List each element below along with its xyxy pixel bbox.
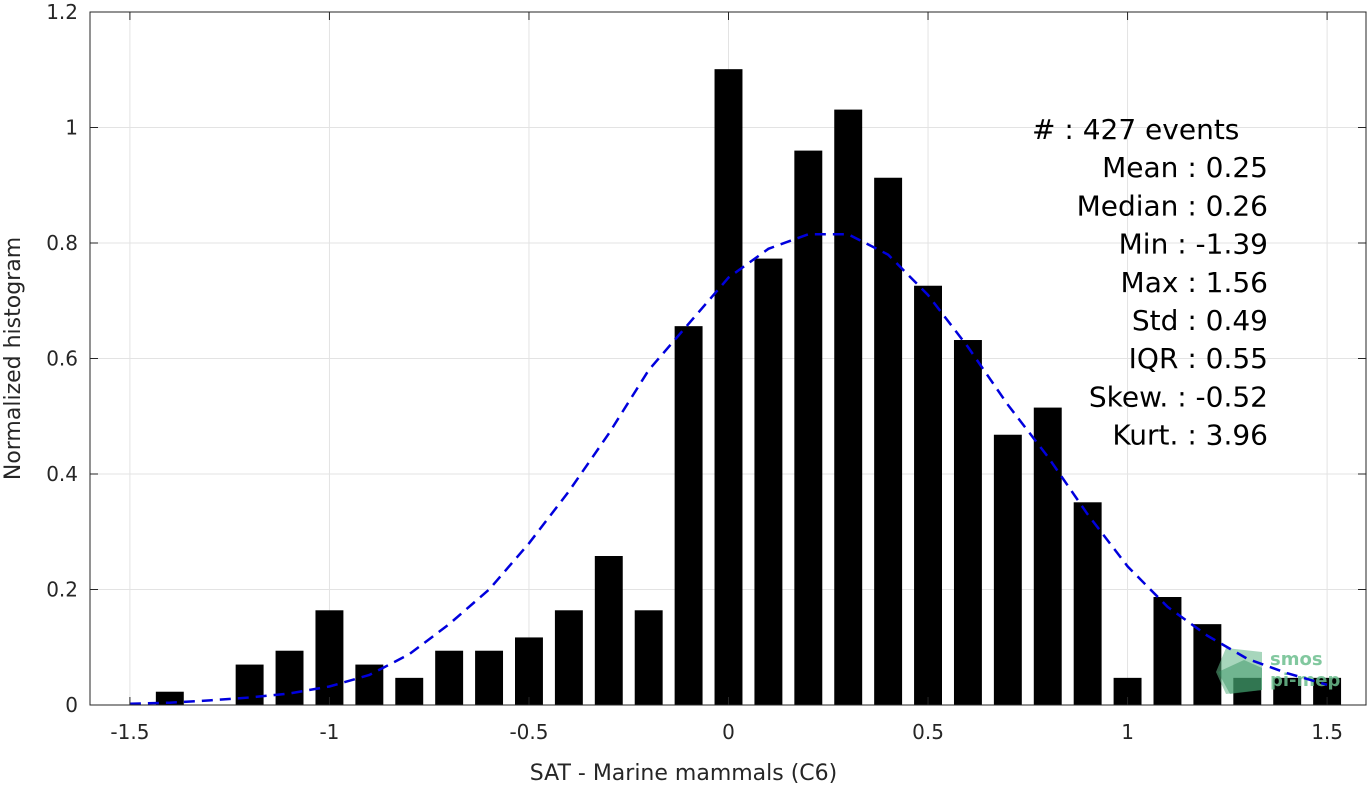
x-tick-label: 0	[722, 720, 735, 744]
smos-pimep-logo: smos pi-mep	[1216, 648, 1340, 694]
x-tick-label: -1	[319, 720, 339, 744]
histogram-bar	[834, 109, 863, 705]
stat-row: Skew. : -0.52	[1089, 380, 1268, 413]
x-tick-label: 0.5	[912, 720, 944, 744]
histogram-bar	[435, 650, 464, 705]
x-tick-label: 1.5	[1311, 720, 1343, 744]
stat-row: Kurt. : 3.96	[1112, 419, 1268, 452]
stat-row: Min : -1.39	[1119, 228, 1268, 261]
histogram-bar	[914, 285, 942, 705]
histogram-bar	[953, 340, 982, 705]
histogram-bar	[1273, 677, 1302, 705]
histogram-bar	[874, 177, 903, 705]
histogram-bar	[395, 677, 424, 705]
histogram-bar	[315, 610, 344, 705]
histogram-bar	[1033, 407, 1062, 705]
x-tick-label: 1	[1121, 720, 1134, 744]
stat-row: IQR : 0.55	[1129, 342, 1268, 375]
y-tick-label: 0.8	[46, 231, 78, 255]
y-tick-label: 1	[65, 116, 78, 140]
y-tick-label: 0.2	[46, 578, 78, 602]
y-tick-label: 0	[65, 693, 78, 717]
stat-value: : 0.55	[1178, 342, 1268, 375]
logo-text-line1: smos	[1270, 649, 1323, 670]
stat-value: : 0.26	[1178, 189, 1268, 222]
x-axis-label: SAT - Marine mammals (C6)	[530, 761, 838, 785]
histogram-bar	[1193, 624, 1222, 705]
stat-row: # : 427 events	[1032, 113, 1239, 146]
histogram-bar	[794, 150, 823, 706]
stat-label: Mean	[1102, 151, 1178, 184]
stat-row: Median : 0.26	[1077, 189, 1268, 222]
histogram-bars	[155, 69, 1342, 706]
y-tick-label: 0.6	[46, 347, 78, 371]
axis-ticks	[90, 11, 1366, 706]
histogram-bar	[634, 610, 663, 705]
x-tick-labels: -1.5 -1 -0.5 0 0.5 1 1.5	[110, 720, 1343, 744]
stat-row: Mean : 0.25	[1102, 151, 1268, 184]
stat-value: : 427 events	[1055, 113, 1239, 146]
stat-row: Std : 0.49	[1132, 304, 1268, 337]
histogram-bar	[993, 434, 1022, 705]
x-tick-label: -0.5	[509, 720, 548, 744]
histogram-bar	[515, 637, 543, 705]
histogram-bar	[674, 326, 703, 705]
stat-value: : 0.25	[1178, 151, 1268, 184]
stat-label: Std	[1132, 304, 1179, 337]
stat-label: #	[1032, 113, 1055, 146]
logo-shape-inner	[1218, 660, 1262, 694]
statistics-box: # : 427 events Mean : 0.25 Median : 0.26 Mi…	[1032, 113, 1268, 452]
histogram-bar	[714, 69, 743, 706]
logo-text-line2: pi-mep	[1270, 670, 1340, 691]
histogram-bar	[554, 610, 583, 705]
y-tick-labels: 0 0.2 0.4 0.6 0.8 1 1.2	[46, 0, 78, 717]
stat-label: Max	[1121, 266, 1179, 299]
stat-value: : -0.52	[1168, 380, 1268, 413]
stat-label: Skew.	[1089, 380, 1168, 413]
stat-label: IQR	[1129, 342, 1179, 375]
stat-label: Min	[1119, 228, 1169, 261]
logo-shape	[1216, 648, 1262, 694]
stat-row: Max : 1.56	[1121, 266, 1268, 299]
stat-value: : 0.49	[1178, 304, 1268, 337]
y-tick-label: 0.4	[46, 462, 78, 486]
x-tick-label: -1.5	[110, 720, 149, 744]
stat-label: Median	[1077, 189, 1179, 222]
fit-curve-line	[129, 233, 1328, 706]
histogram-bar	[475, 650, 504, 705]
stat-value: : 1.56	[1178, 266, 1268, 299]
histogram-bar	[1073, 502, 1102, 705]
y-tick-label: 1.2	[46, 0, 78, 24]
stat-label: Kurt.	[1112, 419, 1178, 452]
histogram-bar	[594, 556, 623, 705]
histogram-bar	[754, 258, 783, 705]
histogram-bar	[275, 650, 304, 705]
y-axis-label: Normalized histogram	[1, 237, 26, 480]
stat-value: : 3.96	[1178, 419, 1268, 452]
stat-value: : -1.39	[1168, 228, 1268, 261]
